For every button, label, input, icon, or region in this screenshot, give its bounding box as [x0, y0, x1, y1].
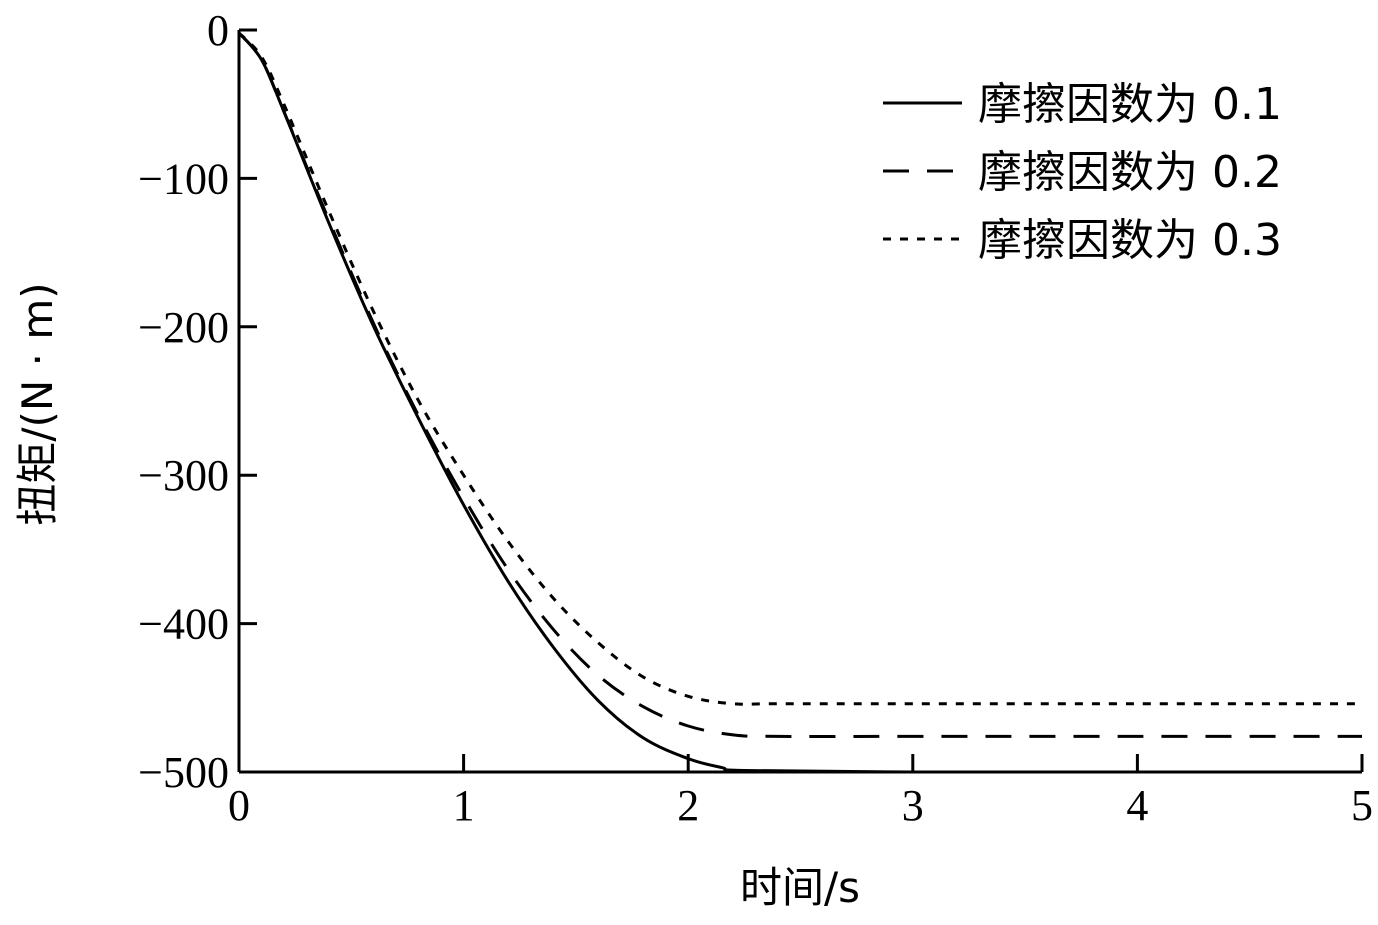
x-tick-label: 0 — [228, 781, 250, 830]
series-layer — [237, 31, 1362, 774]
axes — [237, 30, 1362, 774]
legend-label-3: 摩擦因数为 0.3 — [978, 215, 1282, 266]
y-tick-label: −500 — [138, 748, 229, 797]
x-axis-title: 时间/s — [740, 863, 860, 912]
y-axis-title: 扭矩/(N · m) — [13, 282, 62, 525]
series-line-1 — [237, 31, 1362, 774]
x-tick-label: 3 — [902, 781, 924, 830]
y-tick-label: 0 — [207, 6, 229, 55]
x-tick-label: 4 — [1126, 781, 1148, 830]
ticks: 0 1 2 3 4 5 0 −100 −200 −300 −400 −500 — [138, 6, 1373, 830]
x-tick-label: 1 — [453, 781, 475, 830]
legend-label-1: 摩擦因数为 0.1 — [978, 79, 1282, 130]
x-tick-label: 5 — [1351, 781, 1373, 830]
y-tick-label: −300 — [138, 451, 229, 500]
legend-label-2: 摩擦因数为 0.2 — [978, 147, 1282, 198]
legend: 摩擦因数为 0.1 摩擦因数为 0.2 摩擦因数为 0.3 — [883, 79, 1282, 266]
series-line-3 — [237, 31, 1362, 706]
series-line-2 — [237, 31, 1362, 738]
x-tick-label: 2 — [677, 781, 699, 830]
y-tick-label: −200 — [138, 303, 229, 352]
y-tick-label: −100 — [138, 154, 229, 203]
y-tick-label: −400 — [138, 600, 229, 649]
